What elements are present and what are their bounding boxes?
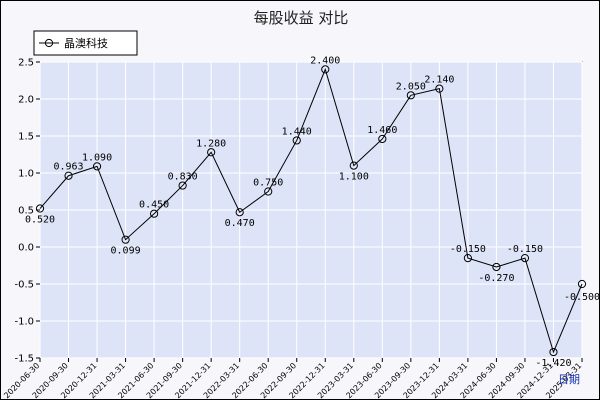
data-point-marker xyxy=(92,162,102,171)
data-label: 0.963 xyxy=(53,162,83,173)
data-label: -0.500 xyxy=(564,292,600,303)
y-tick-label: 0.0 xyxy=(18,243,34,254)
data-point-marker xyxy=(121,235,130,244)
data-point-marker xyxy=(64,171,73,180)
legend: 晶澳科技 xyxy=(33,30,138,56)
data-label: 0.450 xyxy=(139,200,169,211)
data-point-marker xyxy=(406,91,415,100)
y-tick-label: 0.5 xyxy=(18,206,34,217)
data-label: -0.150 xyxy=(450,244,486,255)
data-point-marker xyxy=(492,262,501,272)
data-label: 1.280 xyxy=(196,138,226,149)
data-point-marker xyxy=(150,209,159,218)
data-label: 2.050 xyxy=(396,81,426,92)
data-point-marker xyxy=(463,254,472,263)
data-point-marker xyxy=(549,347,558,357)
data-label: 1.090 xyxy=(82,152,112,163)
y-tick-label: 2.5 xyxy=(18,58,34,69)
data-point-marker xyxy=(264,187,273,196)
data-label: 0.830 xyxy=(168,172,198,183)
data-point-marker xyxy=(35,204,45,213)
data-point-marker xyxy=(520,254,530,263)
data-point-marker xyxy=(378,134,387,144)
y-tick-label: -0.5 xyxy=(14,280,34,291)
data-label: 0.470 xyxy=(225,218,255,229)
data-label: -0.150 xyxy=(507,244,543,255)
data-point-marker xyxy=(321,65,330,74)
legend-label: 晶澳科技 xyxy=(64,36,108,50)
data-label: 0.099 xyxy=(111,246,141,257)
data-point-marker xyxy=(207,148,216,157)
data-point-marker xyxy=(178,181,187,190)
y-axis: -1.5 -1.0 -0.5 0.0 0.5 1.0 1.5 2.0 2.5 xyxy=(14,58,40,365)
data-label: 2.400 xyxy=(310,55,340,66)
data-point-marker xyxy=(349,161,358,170)
x-axis-title: 日期 xyxy=(558,373,580,386)
data-point-marker xyxy=(292,136,301,145)
y-tick-label: -1.5 xyxy=(14,354,34,365)
data-label: 2.140 xyxy=(424,75,454,86)
data-label: 0.750 xyxy=(253,178,283,189)
series-line xyxy=(39,67,583,354)
data-point-marker xyxy=(577,279,587,289)
data-label: -0.270 xyxy=(478,273,514,284)
data-label: 1.100 xyxy=(339,172,369,183)
y-tick-label: 1.0 xyxy=(18,169,34,180)
data-label: 0.520 xyxy=(25,215,55,226)
data-label: -1.420 xyxy=(535,358,571,369)
data-point-marker xyxy=(235,208,244,217)
y-tick-label: -1.0 xyxy=(14,317,34,328)
data-label: 1.440 xyxy=(282,126,312,137)
legend-marker-icon xyxy=(44,38,54,48)
y-tick-label: 2.0 xyxy=(18,95,34,106)
x-axis: 2020-06-302020-09-302020-12-312021-03-31… xyxy=(2,358,583,400)
chart-title: 每股收益 对比 xyxy=(254,9,349,27)
data-label: 1.460 xyxy=(367,125,397,136)
y-tick-label: 1.5 xyxy=(18,132,34,143)
data-point-marker xyxy=(435,84,444,93)
